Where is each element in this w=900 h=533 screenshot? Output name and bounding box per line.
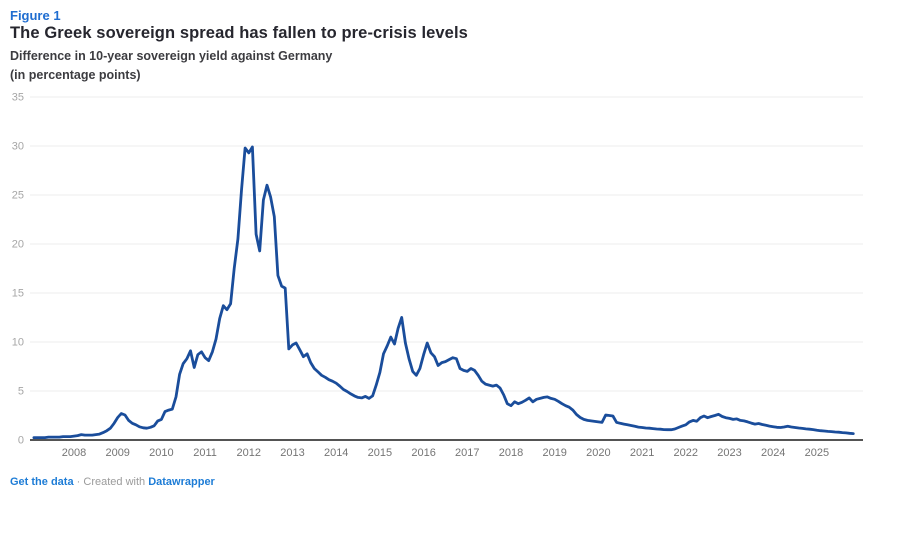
x-axis-label: 2024 — [761, 447, 785, 459]
x-axis-label: 2017 — [455, 447, 479, 459]
footer-separator: · — [76, 476, 81, 488]
x-axis-label: 2012 — [237, 447, 261, 459]
chart-unit-note: (in percentage points) — [10, 68, 141, 82]
y-axis-label: 25 — [12, 190, 24, 202]
datawrapper-link[interactable]: Datawrapper — [148, 476, 215, 488]
y-axis-label: 35 — [12, 92, 24, 104]
y-axis-label: 5 — [18, 386, 24, 398]
created-with-text: Created with — [83, 476, 146, 488]
x-axis-label: 2013 — [280, 447, 304, 459]
x-axis-label: 2011 — [193, 447, 217, 459]
x-axis-label: 2010 — [149, 447, 173, 459]
x-axis-label: 2022 — [674, 447, 698, 459]
y-axis-label: 30 — [12, 141, 24, 153]
y-axis-label: 10 — [12, 337, 24, 349]
y-axis-label: 20 — [12, 239, 24, 251]
x-axis-label: 2025 — [805, 447, 829, 459]
x-axis-label: 2009 — [105, 447, 129, 459]
figure-label: Figure 1 — [10, 8, 61, 23]
chart-footer: Get the data · Created with Datawrapper — [10, 476, 215, 488]
x-axis-label: 2015 — [368, 447, 392, 459]
x-axis-label: 2019 — [542, 447, 566, 459]
spread-line — [32, 145, 855, 440]
x-axis-label: 2014 — [324, 447, 348, 459]
x-axis-label: 2021 — [630, 447, 654, 459]
chart-subtitle: Difference in 10-year sovereign yield ag… — [10, 49, 333, 63]
x-axis-label: 2023 — [717, 447, 741, 459]
x-axis-label: 2020 — [586, 447, 610, 459]
get-the-data-link[interactable]: Get the data — [10, 476, 74, 488]
y-axis-label: 15 — [12, 288, 24, 300]
chart-title: The Greek sovereign spread has fallen to… — [10, 24, 468, 42]
x-axis-label: 2008 — [62, 447, 86, 459]
y-axis-label: 0 — [18, 435, 24, 447]
x-axis-label: 2016 — [411, 447, 435, 459]
x-axis-label: 2018 — [499, 447, 523, 459]
